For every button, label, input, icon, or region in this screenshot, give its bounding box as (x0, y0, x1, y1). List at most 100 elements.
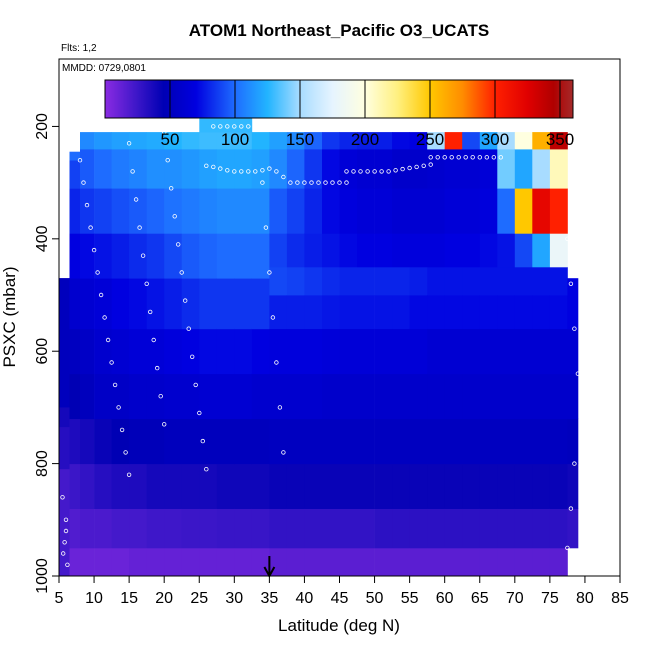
heatmap-cell (497, 233, 516, 268)
heatmap-cell (94, 373, 112, 420)
x-tick-label: 60 (436, 590, 454, 607)
heatmap-cell (199, 132, 218, 150)
heatmap-cell (234, 188, 253, 234)
heatmap-cell (374, 233, 393, 268)
track-point (175, 242, 181, 247)
heatmap-cell (146, 547, 165, 577)
heatmap-cell (514, 266, 533, 296)
heatmap-cell (409, 418, 428, 465)
heatmap-cell (80, 463, 95, 509)
heatmap-cell (532, 508, 551, 549)
heatmap-cell (199, 508, 218, 549)
track-point (565, 545, 570, 551)
track-point (151, 337, 156, 343)
heatmap-cell (80, 547, 95, 577)
heatmap-cell (357, 295, 375, 330)
heatmap-cell (69, 233, 81, 279)
track-point (344, 180, 349, 185)
colorbar-tick-label: 150 (286, 130, 314, 149)
heatmap-cell (339, 373, 358, 420)
heatmap-cell (80, 418, 95, 465)
track-point (337, 180, 342, 185)
heatmap-cell (444, 373, 463, 420)
track-point (147, 309, 153, 315)
heatmap-cell (479, 266, 498, 296)
heatmap-cell (357, 132, 375, 150)
heatmap-cell (497, 295, 516, 330)
heatmap-cell (304, 418, 323, 465)
heatmap-cell (497, 188, 516, 234)
heatmap-cell (514, 233, 533, 268)
heatmap-cell (462, 418, 481, 465)
heatmap-cell (181, 328, 200, 375)
heatmap-cell (69, 278, 81, 330)
heatmap-cell (549, 463, 568, 509)
heatmap-cell (567, 278, 579, 330)
heatmap-cell (514, 418, 533, 465)
heatmap-cell (444, 328, 463, 375)
colorbar-ticks: 50 100 150 200 250 300 350 (161, 80, 574, 149)
heatmap-cell (181, 278, 200, 330)
colorbar-tick-label: 100 (221, 130, 249, 149)
heatmap-cell (339, 188, 358, 234)
heatmap-cell (199, 418, 218, 465)
heatmap-cell (146, 418, 165, 465)
heatmap-cell (164, 233, 183, 279)
colorbar-tick-label: 300 (481, 130, 509, 149)
track-point (428, 162, 433, 167)
heatmap-cell (322, 188, 340, 234)
heatmap-cell (444, 463, 463, 509)
heatmap-cell (269, 373, 288, 420)
heatmap-cell (514, 463, 533, 509)
track-point (358, 169, 363, 174)
heatmap-cell (80, 132, 95, 150)
heatmap-cell (322, 508, 340, 549)
heatmap-cell (69, 418, 81, 465)
heatmap-cell (339, 418, 358, 465)
track-point (309, 180, 314, 185)
heatmap-cell (549, 328, 568, 375)
heatmap-cell (80, 148, 95, 189)
track-point (568, 281, 574, 286)
heatmap-cell (322, 418, 340, 465)
heatmap-cell (286, 418, 305, 465)
track-point (172, 214, 177, 219)
heatmap-cell (392, 463, 410, 509)
track-point (253, 169, 258, 174)
heatmap-cell (339, 547, 358, 577)
heatmap-cell (129, 188, 147, 234)
track-point (302, 180, 307, 185)
heatmap-cell (304, 148, 323, 189)
track-point (62, 540, 67, 545)
heatmap-cell (514, 328, 533, 375)
heatmap-cell (357, 463, 375, 509)
y-tick-label: 1000 (34, 558, 51, 594)
heatmap-cell (479, 132, 498, 150)
y-tick-label: 200 (34, 113, 51, 140)
heatmap-cell (444, 148, 463, 189)
track-point (572, 461, 577, 466)
heatmap-cell (322, 373, 340, 420)
colorbar: 50 100 150 200 250 300 350 (104, 79, 574, 149)
heatmap-cell (462, 547, 481, 577)
heatmap-cell (94, 463, 112, 509)
heatmap-cell (286, 508, 305, 549)
heatmap-cell (339, 148, 358, 189)
track-point (133, 197, 139, 202)
marker-arrow-head (263, 566, 276, 579)
heatmap-cell (304, 188, 323, 234)
heatmap-cell (339, 132, 358, 150)
x-tick-label: 65 (471, 590, 489, 607)
heatmap-cell (427, 188, 446, 234)
heatmap-cell (392, 295, 410, 330)
heatmap-cell (479, 233, 498, 268)
heatmap-cell (462, 148, 481, 189)
heatmap-cell (374, 463, 393, 509)
heatmap-cell (269, 188, 288, 234)
heatmap-cell (181, 132, 200, 150)
heatmap-cell (462, 233, 481, 268)
track-point (204, 163, 209, 168)
track-point (165, 157, 170, 163)
heatmap-cell (69, 547, 81, 577)
